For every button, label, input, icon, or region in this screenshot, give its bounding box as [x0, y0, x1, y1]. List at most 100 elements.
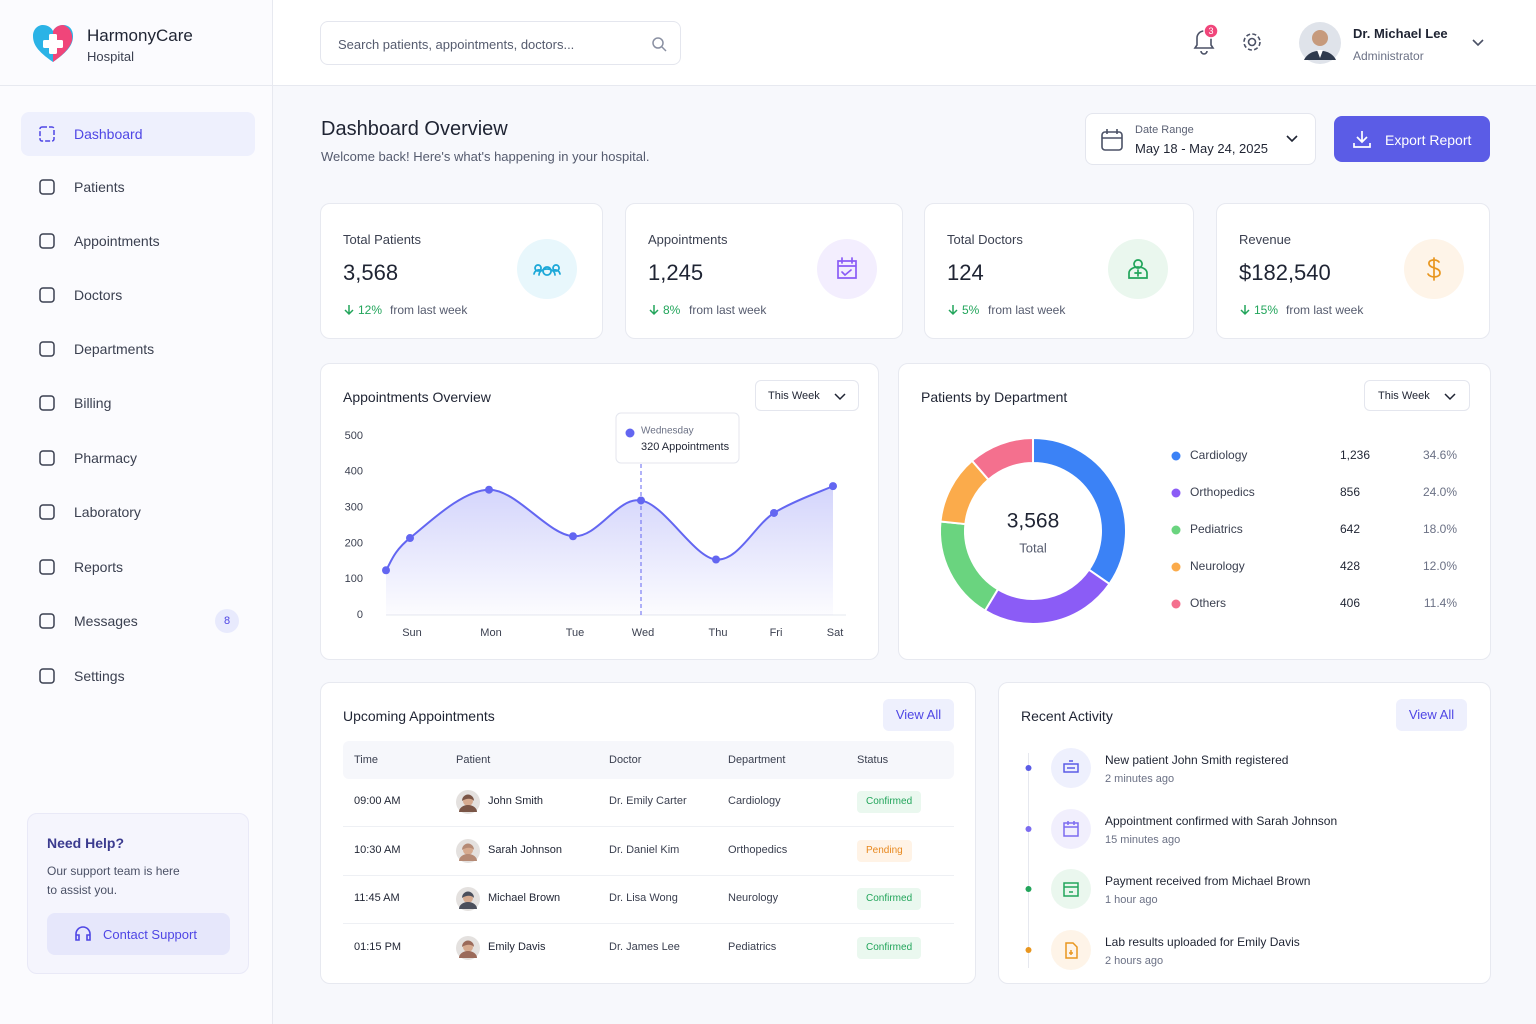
x-tick-label: Thu [709, 627, 728, 639]
bell-icon[interactable] [1190, 22, 1230, 62]
x-tick-label: Wed [632, 627, 654, 639]
column-header: Status [857, 754, 889, 766]
legend-label: Pediatrics [1190, 522, 1243, 536]
filter-chevron [1444, 393, 1456, 401]
icon-shape [39, 287, 55, 303]
nav-item[interactable]: Pharmacy [21, 436, 255, 480]
activity-card: Recent Activity View All New patient Joh… [998, 682, 1491, 984]
icon-glyph [1427, 257, 1441, 281]
line-chart: 0 100 200 300 400 500 Sun Mon Tue Wed Thu Fri Sat Wed… [345, 412, 846, 639]
search-placeholder: Search patients, appointments, doctors..… [338, 37, 575, 52]
table-cell: Neurology [728, 892, 779, 905]
stat-label: Appointments [648, 232, 728, 247]
user-role: Administrator [1353, 49, 1424, 63]
date-range[interactable]: Date Range May 18 - May 24, 2025 [1085, 113, 1316, 165]
topbar: Search patients, appointments, doctors..… [273, 0, 1536, 86]
icon-shape [39, 559, 55, 575]
divider [0, 85, 273, 86]
contact-button[interactable]: Contact Support [47, 913, 230, 955]
nav-icon [39, 287, 55, 303]
donut-segment [939, 520, 1000, 613]
trend-icon [1240, 305, 1250, 316]
trend-icon [344, 305, 354, 316]
nav-icon [39, 559, 55, 575]
nav-item[interactable]: Reports [21, 545, 255, 589]
download-icon [1353, 131, 1371, 148]
line [385, 485, 834, 571]
arrow [948, 305, 958, 316]
trend-icon [948, 305, 958, 316]
point [569, 532, 577, 541]
nav-badge: 8 [215, 609, 239, 633]
icon-glyph [1063, 882, 1079, 897]
icon-glyph [837, 257, 857, 279]
nav-item[interactable]: Departments [21, 327, 255, 371]
nav-item[interactable]: Dashboard [21, 112, 255, 156]
avatar-hair [459, 940, 477, 959]
nav-item[interactable]: Patients [21, 165, 255, 209]
table-cell: 09:00 AM [354, 795, 401, 807]
legend-label: Others [1190, 596, 1226, 610]
activity-text: Appointment confirmed with Sarah Johnson [1105, 813, 1338, 828]
table-cell: Emily Davis [488, 941, 546, 954]
legend-value: 642 [1340, 522, 1360, 536]
search-box[interactable]: Search patients, appointments, doctors..… [320, 21, 681, 65]
nav-icon [39, 233, 55, 249]
activity-time: 2 hours ago [1105, 954, 1164, 967]
nav-label: Messages [74, 613, 138, 629]
page-title: Dashboard Overview [321, 118, 508, 140]
nav-icon [39, 504, 55, 520]
nav-label: Appointments [74, 233, 160, 249]
nav-item[interactable]: Doctors [21, 273, 255, 317]
icon-shape [39, 613, 55, 629]
arrow [344, 305, 354, 316]
column-header: Department [728, 754, 786, 766]
view-all-button[interactable]: View All [1396, 699, 1467, 731]
stat-icon [1108, 239, 1168, 299]
settings-icon[interactable] [1241, 31, 1263, 53]
icon-shape [39, 450, 55, 466]
nav-item[interactable]: Appointments [21, 219, 255, 263]
icon-bg [817, 239, 877, 299]
stat-card: Revenue $182,540 15% from last week [1216, 203, 1490, 339]
arrow [649, 305, 659, 316]
filter-label: This Week [1378, 390, 1430, 402]
nav-item[interactable]: Messages 8 [21, 599, 255, 643]
stat-icon [1404, 239, 1464, 299]
nav-label: Dashboard [74, 126, 143, 142]
stat-label: Total Doctors [947, 232, 1023, 247]
chart-filter[interactable]: This Week [755, 380, 859, 411]
y-tick-label: 300 [345, 502, 363, 514]
nav-label: Settings [74, 668, 125, 684]
view-all-button[interactable]: View All [883, 699, 954, 731]
activity-icon [1025, 929, 1091, 970]
legend-value: 1,236 [1340, 448, 1370, 462]
table-cell: 11:45 AM [354, 892, 400, 905]
status-pill: Confirmed [857, 888, 922, 911]
stat-change: 5% [962, 303, 980, 317]
stat-note: from last week [988, 303, 1066, 317]
icon-glyph [1063, 760, 1079, 773]
stat-value: 3,568 [343, 260, 399, 285]
point [382, 566, 390, 575]
nav-item[interactable]: Laboratory [21, 490, 255, 534]
nav-item[interactable]: Settings [21, 654, 255, 698]
table-cell: Dr. Lisa Wong [609, 892, 678, 905]
nav-icon [39, 179, 55, 195]
activity-icon [1025, 869, 1091, 909]
export-button[interactable]: Export Report [1334, 116, 1490, 162]
activity-icon [1025, 808, 1091, 849]
icon-shape [39, 341, 55, 357]
donut-segment [983, 568, 1111, 625]
table-cell: Orthopedics [728, 843, 788, 856]
patient-avatar [456, 936, 480, 961]
y-tick-label: 400 [345, 466, 363, 478]
user-chevron[interactable] [1471, 38, 1485, 48]
nav-item[interactable]: Billing [21, 381, 255, 425]
user-avatar [1299, 22, 1341, 64]
donut-segment [970, 436, 1034, 482]
help-card: Need Help? Our support team is here to a… [27, 813, 249, 974]
chart-filter[interactable]: This Week [1364, 380, 1470, 411]
filter-label: This Week [768, 390, 820, 402]
legend-label: Cardiology [1190, 448, 1247, 462]
